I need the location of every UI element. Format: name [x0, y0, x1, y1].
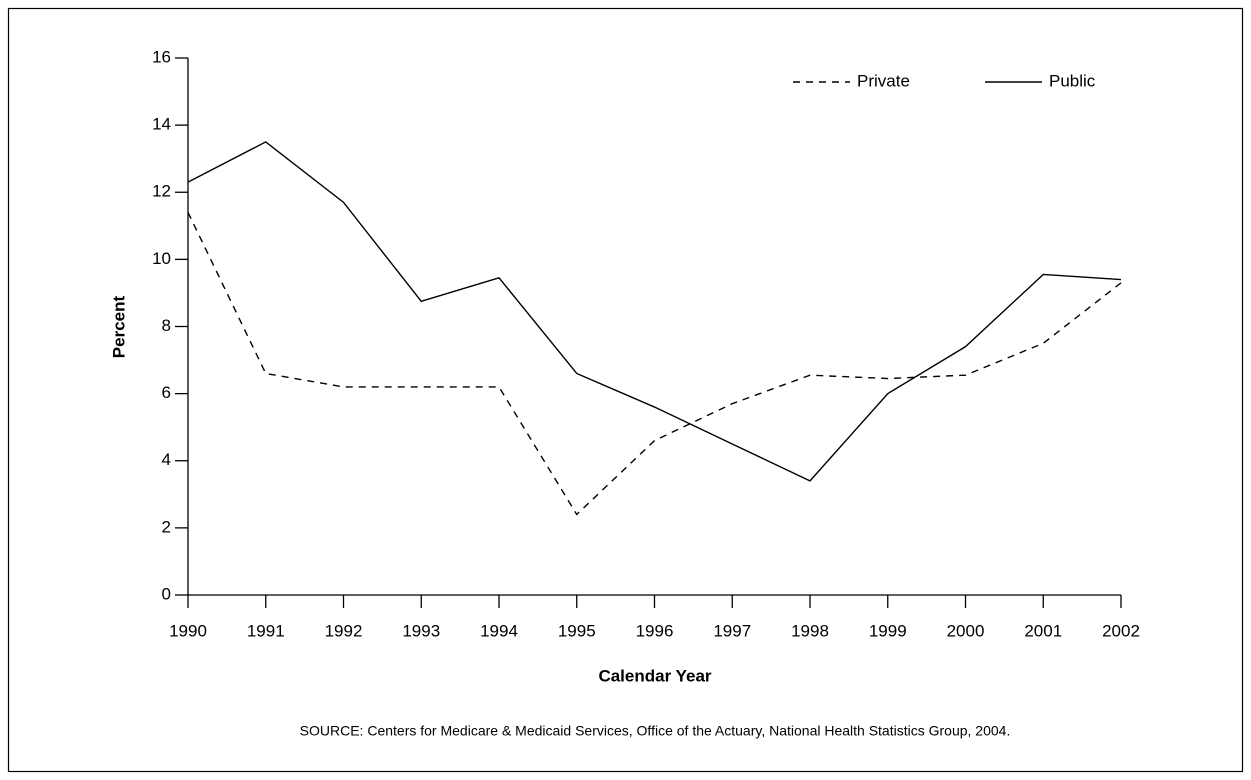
y-tick-label: 14 — [152, 115, 171, 134]
y-tick-label: 10 — [152, 249, 171, 268]
y-tick-label: 8 — [162, 316, 171, 335]
y-tick-label: 16 — [152, 47, 171, 66]
x-axis-label: Calendar Year — [598, 666, 711, 685]
x-tick-label: 1991 — [247, 621, 285, 640]
x-tick-label: 1995 — [558, 621, 596, 640]
series-line — [187, 141, 1122, 482]
y-tick-label: 12 — [152, 182, 171, 201]
frame — [7, 7, 1244, 773]
legend-label: Private — [857, 71, 910, 90]
x-tick-label: 1992 — [325, 621, 363, 640]
x-tick-label: 1996 — [636, 621, 674, 640]
y-tick-label: 6 — [162, 383, 171, 402]
x-tick-label: 2002 — [1102, 621, 1140, 640]
x-tick-label: 1997 — [713, 621, 751, 640]
legend-label: Public — [1049, 71, 1096, 90]
source-note: SOURCE: Centers for Medicare & Medicaid … — [300, 723, 1011, 739]
series-line — [187, 212, 1122, 516]
y-axis-label: Percent — [109, 295, 128, 358]
x-tick-label: 1994 — [480, 621, 518, 640]
x-tick-label: 1998 — [791, 621, 829, 640]
y-tick-label: 4 — [162, 450, 171, 469]
x-tick-label: 1993 — [402, 621, 440, 640]
y-tick-label: 0 — [162, 584, 171, 603]
x-tick-label: 1990 — [169, 621, 207, 640]
x-tick-label: 2000 — [947, 621, 985, 640]
x-tick-label: 1999 — [869, 621, 907, 640]
x-tick-label: 2001 — [1024, 621, 1062, 640]
y-tick-label: 2 — [162, 517, 171, 536]
